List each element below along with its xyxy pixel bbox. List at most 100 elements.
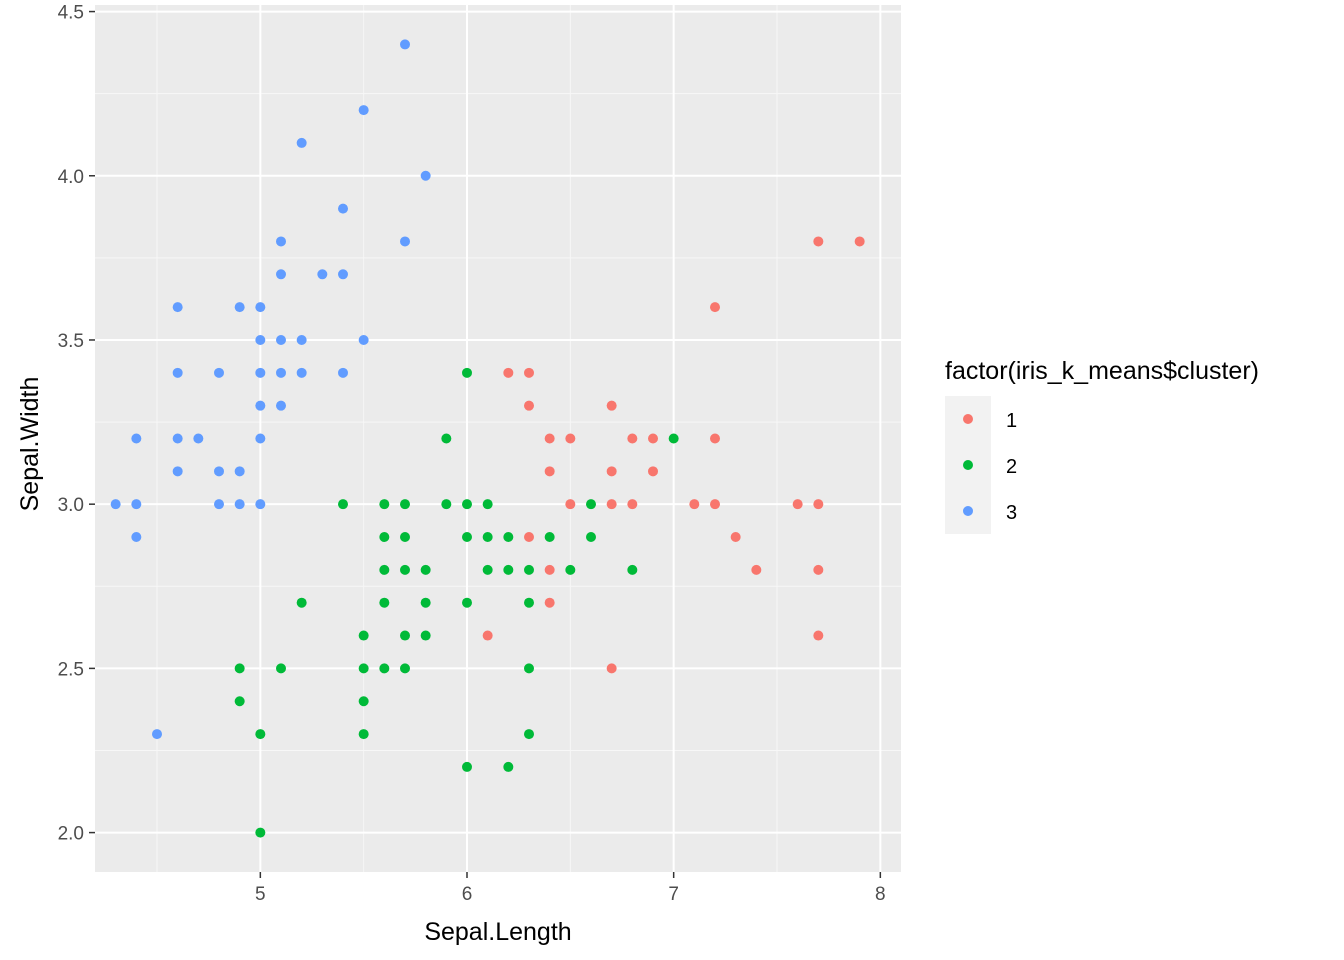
data-point-cluster-3: [338, 269, 348, 280]
data-point-cluster-3: [255, 433, 266, 444]
data-point-cluster-3: [172, 367, 183, 378]
data-point-cluster-2: [503, 761, 514, 772]
data-point-cluster-2: [255, 827, 266, 838]
data-point-cluster-2: [234, 663, 245, 674]
data-point-cluster-2: [296, 597, 307, 608]
plot-panel: [95, 5, 901, 872]
data-point-cluster-3: [276, 367, 286, 378]
y-tick-label: 3.0: [58, 495, 84, 516]
y-tick-label: 2.5: [58, 659, 84, 680]
y-tick-label: 4.5: [58, 3, 84, 24]
data-point-cluster-2: [400, 532, 410, 543]
data-point-cluster-3: [234, 499, 245, 510]
data-point-cluster-3: [338, 367, 348, 378]
legend-label-3: 3: [1006, 502, 1017, 524]
data-point-cluster-2: [524, 564, 534, 575]
data-point-cluster-1: [606, 466, 617, 477]
data-point-cluster-2: [379, 597, 390, 608]
data-point-cluster-2: [503, 532, 514, 543]
data-point-cluster-3: [338, 203, 348, 214]
data-point-cluster-2: [234, 696, 245, 707]
data-point-cluster-2: [544, 532, 555, 543]
minor-gridlines: [95, 5, 901, 872]
data-point-cluster-2: [400, 564, 410, 575]
data-point-cluster-3: [255, 302, 266, 313]
data-point-cluster-2: [441, 433, 452, 444]
major-gridlines: [95, 5, 901, 872]
data-point-cluster-3: [296, 367, 307, 378]
data-point-cluster-2: [462, 499, 472, 510]
data-point-cluster-2: [379, 663, 390, 674]
data-point-cluster-3: [172, 466, 183, 477]
data-point-cluster-1: [813, 564, 824, 575]
data-point-cluster-1: [544, 564, 555, 575]
data-point-cluster-3: [214, 499, 224, 510]
data-point-cluster-3: [131, 499, 142, 510]
data-point-cluster-2: [379, 532, 390, 543]
legend-items: 1 2 3: [963, 410, 1017, 524]
data-point-cluster-2: [420, 564, 431, 575]
data-point-cluster-1: [648, 466, 658, 477]
data-point-cluster-2: [400, 499, 410, 510]
data-point-cluster-2: [565, 564, 576, 575]
data-point-cluster-3: [110, 499, 121, 510]
data-point-cluster-1: [689, 499, 700, 510]
legend-key-3: [963, 506, 973, 516]
data-points: [110, 39, 865, 838]
data-point-cluster-1: [606, 400, 617, 411]
data-point-cluster-3: [214, 466, 224, 477]
legend-key-1: [963, 414, 973, 424]
data-point-cluster-3: [255, 367, 266, 378]
data-point-cluster-3: [172, 302, 183, 313]
data-point-cluster-1: [565, 433, 576, 444]
data-point-cluster-1: [648, 433, 658, 444]
legend-label-2: 2: [1006, 456, 1017, 478]
x-axis-title: Sepal.Length: [424, 918, 571, 946]
data-point-cluster-1: [813, 236, 824, 247]
data-point-cluster-1: [524, 367, 534, 378]
data-point-cluster-1: [751, 564, 762, 575]
data-point-cluster-3: [317, 269, 328, 280]
data-point-cluster-3: [234, 302, 245, 313]
y-tick-label: 4.0: [58, 167, 84, 188]
data-point-cluster-3: [131, 532, 142, 543]
data-point-cluster-1: [627, 499, 638, 510]
data-point-cluster-1: [606, 663, 617, 674]
data-point-cluster-3: [276, 236, 286, 247]
data-point-cluster-2: [482, 499, 493, 510]
data-point-cluster-2: [420, 597, 431, 608]
data-point-cluster-2: [482, 564, 493, 575]
data-point-cluster-3: [276, 334, 286, 345]
data-point-cluster-2: [358, 663, 369, 674]
data-point-cluster-3: [214, 367, 224, 378]
data-point-cluster-2: [358, 729, 369, 740]
data-point-cluster-2: [379, 564, 390, 575]
x-tick-label: 8: [875, 884, 886, 905]
data-point-cluster-3: [296, 334, 307, 345]
data-point-cluster-2: [462, 532, 472, 543]
data-point-cluster-3: [255, 400, 266, 411]
data-point-cluster-2: [586, 532, 596, 543]
data-point-cluster-1: [627, 433, 638, 444]
data-point-cluster-2: [358, 630, 369, 641]
data-point-cluster-2: [338, 499, 348, 510]
data-point-cluster-3: [131, 433, 142, 444]
data-point-cluster-2: [420, 630, 431, 641]
data-point-cluster-2: [524, 729, 534, 740]
data-point-cluster-1: [544, 597, 555, 608]
y-axis-title: Sepal.Width: [16, 377, 44, 512]
legend-label-1: 1: [1006, 410, 1017, 432]
data-point-cluster-1: [606, 499, 617, 510]
data-point-cluster-2: [379, 499, 390, 510]
data-point-cluster-1: [524, 400, 534, 411]
data-point-cluster-1: [710, 499, 720, 510]
data-point-cluster-3: [255, 334, 266, 345]
data-point-cluster-1: [544, 433, 555, 444]
data-point-cluster-2: [276, 663, 286, 674]
data-point-cluster-3: [152, 729, 162, 740]
y-tick-label: 3.5: [58, 331, 84, 352]
data-point-cluster-2: [586, 499, 596, 510]
x-tick-label: 5: [255, 884, 266, 905]
data-point-cluster-2: [524, 597, 534, 608]
